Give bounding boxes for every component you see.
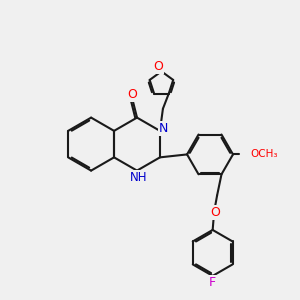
Text: O: O xyxy=(128,88,137,100)
Text: NH: NH xyxy=(130,171,147,184)
Text: O: O xyxy=(211,206,220,219)
Text: F: F xyxy=(209,276,216,289)
Text: N: N xyxy=(159,122,168,135)
Text: OCH₃: OCH₃ xyxy=(250,149,278,159)
Text: O: O xyxy=(153,61,163,74)
